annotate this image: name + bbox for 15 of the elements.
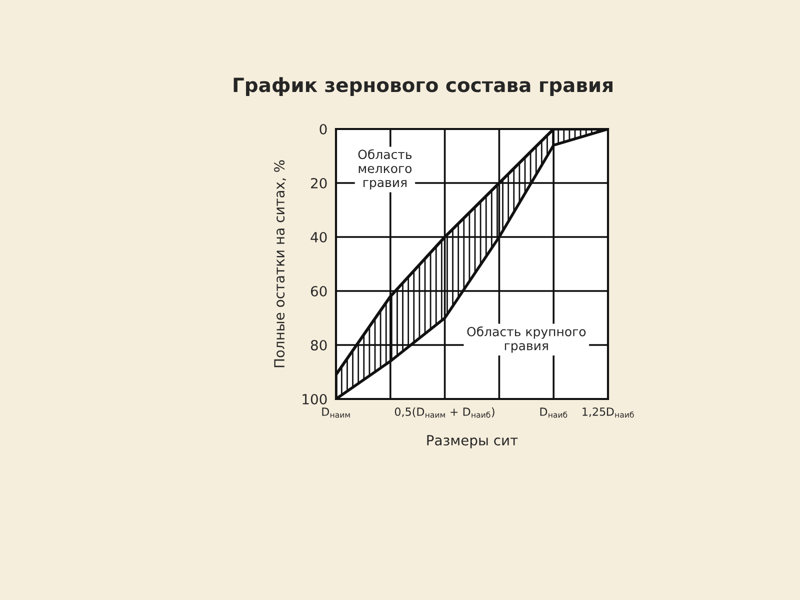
y-tick-label: 80 (310, 340, 327, 350)
y-axis-title: Полные остатки на ситах, % (274, 160, 286, 368)
annotation: Область крупного гравия (467, 326, 586, 353)
y-tick-label: 100 (302, 394, 327, 404)
y-tick-label: 0 (320, 124, 327, 134)
x-tick-label: 1,25D$_{наиб}$ (582, 407, 634, 418)
x-tick-label: 0,5(D$_{наим}$ + D$_{наиб}$) (394, 407, 494, 418)
x-tick-label: D$_{наиб}$ (540, 408, 568, 418)
x-tick-label: D$_{наим}$ (322, 408, 350, 418)
x-axis-title: Размеры сит (427, 435, 518, 448)
annotation: Область мелкого гравия (358, 149, 412, 190)
chart-title: График зернового состава гравия (234, 77, 612, 96)
y-tick-label: 20 (311, 178, 327, 188)
y-tick-label: 60 (310, 286, 327, 296)
y-tick-label: 40 (310, 232, 327, 242)
